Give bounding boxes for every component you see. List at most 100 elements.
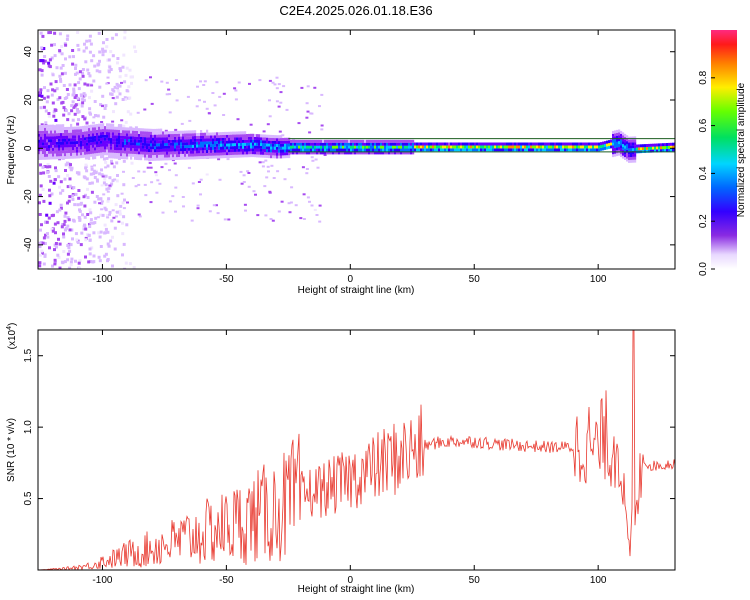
spectrogram-cell <box>646 146 649 150</box>
spectrogram-xlabel: Height of straight line (km) <box>298 285 415 296</box>
spectrogram-cell <box>160 137 163 141</box>
spectrogram-cell <box>284 137 287 141</box>
spectrogram-cell <box>104 131 107 135</box>
spectrogram-cell <box>378 145 381 149</box>
spectrogram-cell <box>410 145 413 149</box>
spectrogram-cell <box>45 100 49 104</box>
spectrogram-cell <box>182 150 185 154</box>
spectrogram-cell <box>162 140 165 144</box>
spectrogram-cell <box>62 232 65 236</box>
spectrogram-cell <box>84 131 87 135</box>
spectrogram-cell <box>656 149 659 153</box>
spectrogram-cell <box>558 145 561 149</box>
spectrogram-cell <box>510 142 513 146</box>
spectrogram-cell <box>320 151 323 155</box>
spectrogram-cell <box>650 149 653 153</box>
spectrogram-cell <box>119 204 123 208</box>
spectrogram-cell <box>140 154 143 158</box>
spectrogram-cell <box>88 252 92 256</box>
spectrogram-cell <box>392 145 395 149</box>
spectrogram-cell <box>152 140 155 144</box>
spectrogram-cell <box>144 128 147 132</box>
spectrogram-cell <box>78 143 81 147</box>
spectrogram-cell <box>143 183 147 186</box>
spectrogram-cell <box>137 183 141 186</box>
spectrogram-cell <box>146 134 149 138</box>
spectrogram-cell <box>60 127 63 131</box>
spectrogram-cell <box>70 257 74 261</box>
spectrogram-cell <box>89 42 93 46</box>
spectrogram-cell <box>101 53 105 57</box>
spectrogram-cell <box>638 147 641 151</box>
spectrogram-cell <box>372 145 375 149</box>
spectrogram-cell <box>406 151 409 155</box>
spectrogram-cell <box>510 148 513 152</box>
spectrogram-cell <box>80 155 83 159</box>
spectrogram-cell <box>108 143 111 147</box>
spectrogram-cell <box>76 126 79 130</box>
spectrogram-cell <box>124 97 127 101</box>
spectrogram-cell <box>368 151 371 155</box>
spectrogram-cell <box>340 145 343 149</box>
spectrogram-cell <box>116 132 119 136</box>
spectrogram-cell <box>588 148 591 152</box>
spectrogram-cell <box>480 145 483 149</box>
spectrogram-cell <box>608 143 611 146</box>
spectrogram-cell <box>113 247 117 251</box>
spectrogram-cell <box>396 151 399 155</box>
spectrogram-cell <box>56 130 59 134</box>
spectrogram-cell <box>652 143 655 147</box>
spectrogram-cell <box>112 144 115 147</box>
spectrogram-cell <box>102 143 105 147</box>
spectrogram-cell <box>280 200 284 203</box>
spectrogram-cell <box>119 69 123 73</box>
spectrogram-cell <box>236 140 239 144</box>
spectrogram-cell <box>586 145 589 149</box>
spectrogram-cell <box>76 96 80 100</box>
spectrogram-cell <box>190 150 193 154</box>
spectrogram-cell <box>164 137 167 141</box>
spectrogram-cell <box>76 43 80 47</box>
spectrogram-cell <box>422 145 425 149</box>
spectrogram-cell <box>114 144 117 148</box>
spectrogram-cell <box>276 146 279 150</box>
spectrogram-cell <box>77 196 81 200</box>
spectrogram-cell <box>64 43 68 47</box>
spectrogram-cell <box>55 66 59 70</box>
spectrogram-cell <box>154 171 158 174</box>
spectrogram-cell <box>228 146 231 150</box>
spectrogram-cell <box>38 128 41 131</box>
spectrogram-cell <box>532 148 535 152</box>
spectrogram-cell <box>400 142 403 146</box>
spectrogram-cell <box>40 123 44 127</box>
spectrogram-cell <box>132 136 135 140</box>
spectrogram-cell <box>114 102 118 106</box>
spectrogram-cell <box>217 158 221 161</box>
spectrogram-cell <box>130 156 133 160</box>
spectrogram-cell <box>45 213 49 217</box>
spectrogram-cell <box>106 126 109 130</box>
spectrogram-cell <box>222 149 225 153</box>
spectrogram-cell <box>146 146 149 149</box>
spectrogram-cell <box>247 172 251 174</box>
spectrogram-cell <box>602 141 605 145</box>
spectrogram-cell <box>44 121 48 125</box>
spectrogram-cell <box>199 193 202 196</box>
spectrogram-cell <box>262 130 266 133</box>
spectrogram-cell <box>78 208 81 212</box>
spectrogram-cell <box>134 133 137 137</box>
spectrogram-cell <box>654 146 657 150</box>
spectrogram-cell <box>242 137 245 140</box>
spectrogram-cell <box>208 155 211 159</box>
spectrogram-cell <box>154 137 157 141</box>
spectrogram-cell <box>574 145 577 149</box>
spectrogram-cell <box>50 139 53 143</box>
spectrogram-cell <box>152 149 155 153</box>
spectrogram-cell <box>63 97 67 100</box>
spectrogram-cell <box>304 139 307 143</box>
spectrogram-cell <box>306 85 310 88</box>
spectrogram-cell <box>490 148 493 152</box>
spectrogram-cell <box>109 50 113 54</box>
spectrogram-cell <box>96 129 99 133</box>
x-tick-label: -100 <box>92 575 112 586</box>
